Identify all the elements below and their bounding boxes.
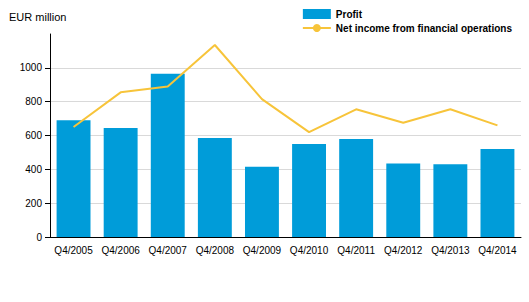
svg-text:0: 0 [36, 232, 42, 243]
svg-text:Q4/2014: Q4/2014 [478, 245, 517, 256]
svg-text:800: 800 [25, 96, 42, 107]
svg-text:Profit: Profit [336, 9, 363, 20]
svg-text:Q4/2012: Q4/2012 [384, 245, 423, 256]
svg-text:Q4/2005: Q4/2005 [54, 245, 93, 256]
svg-text:Q4/2006: Q4/2006 [101, 245, 140, 256]
svg-text:1000: 1000 [20, 62, 43, 73]
svg-text:Q4/2007: Q4/2007 [149, 245, 188, 256]
svg-text:Q4/2010: Q4/2010 [290, 245, 329, 256]
svg-text:EUR million: EUR million [9, 11, 66, 23]
svg-text:Q4/2008: Q4/2008 [196, 245, 235, 256]
svg-text:Q4/2013: Q4/2013 [431, 245, 470, 256]
svg-text:Net income from financial oper: Net income from financial operations [336, 23, 513, 34]
svg-text:Q4/2009: Q4/2009 [243, 245, 282, 256]
svg-text:Q4/2011: Q4/2011 [337, 245, 375, 256]
svg-text:400: 400 [25, 164, 42, 175]
svg-text:600: 600 [25, 130, 42, 141]
svg-text:200: 200 [25, 198, 42, 209]
